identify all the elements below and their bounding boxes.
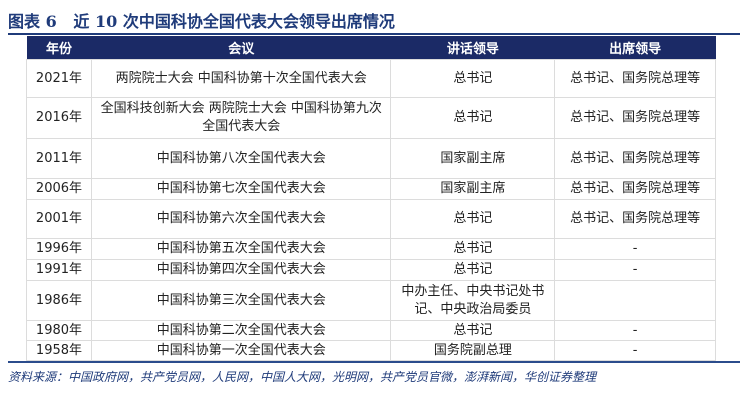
year-cell: 1996年 — [26, 238, 92, 260]
speaker-cell: 国务院副总理 — [390, 340, 556, 361]
header-year: 年份 — [26, 36, 92, 60]
meeting-cell: 中国科协第七次全国代表大会 — [90, 178, 392, 200]
figure-title: 图表 6 近 10 次中国科协全国代表大会领导出席情况 — [8, 12, 395, 31]
meeting-cell: 中国科协第五次全国代表大会 — [90, 238, 392, 260]
meeting-cell: 中国科协第四次全国代表大会 — [90, 259, 392, 281]
meeting-cell: 中国科协第八次全国代表大会 — [90, 138, 392, 179]
table-row: 2016年 全国科技创新大会 两院院士大会 中国科协第九次全国代表大会 总书记 总书记… — [26, 97, 716, 139]
meeting-cell: 中国科协第一次全国代表大会 — [90, 340, 392, 361]
year-cell: 1986年 — [26, 280, 92, 321]
attendees-cell: - — [554, 320, 716, 341]
speaker-cell: 总书记 — [390, 59, 556, 98]
attendees-cell: 总书记、国务院总理等 — [554, 97, 716, 139]
meeting-cell: 中国科协第二次全国代表大会 — [90, 320, 392, 341]
attendees-cell: - — [554, 340, 716, 361]
attendees-cell: 总书记、国务院总理等 — [554, 59, 716, 98]
year-cell: 2016年 — [26, 97, 92, 139]
bottom-divider — [8, 361, 740, 363]
meeting-cell: 中国科协第三次全国代表大会 — [90, 280, 392, 321]
source-note: 资料来源：中国政府网，共产党员网，人民网，中国人大网，光明网，共产党员官微，澎湃… — [8, 370, 597, 384]
speaker-cell: 总书记 — [390, 238, 556, 260]
year-cell: 2001年 — [26, 199, 92, 239]
table-row: 2006年 中国科协第七次全国代表大会 国家副主席 总书记、国务院总理等 — [26, 178, 716, 200]
attendees-cell: 总书记、国务院总理等 — [554, 199, 716, 239]
speaker-cell: 国家副主席 — [390, 178, 556, 200]
year-cell: 2021年 — [26, 59, 92, 98]
attendees-cell — [554, 280, 716, 321]
table-header: 年份 会议 讲话领导 出席领导 — [26, 36, 716, 60]
header-speaker: 讲话领导 — [390, 36, 555, 60]
speaker-cell: 总书记 — [390, 97, 556, 139]
attendees-cell: - — [554, 238, 716, 260]
year-cell: 2011年 — [26, 138, 92, 179]
year-cell: 1980年 — [26, 320, 92, 341]
year-cell: 1991年 — [26, 259, 92, 281]
table-row: 1986年 中国科协第三次全国代表大会 中办主任、中央书记处书记、中央政治局委员 — [26, 280, 716, 321]
meeting-cell: 全国科技创新大会 两院院士大会 中国科协第九次全国代表大会 — [90, 97, 392, 139]
table-row: 1958年 中国科协第一次全国代表大会 国务院副总理 - — [26, 340, 716, 361]
table-row: 2001年 中国科协第六次全国代表大会 总书记 总书记、国务院总理等 — [26, 199, 716, 239]
speaker-cell: 总书记 — [390, 320, 556, 341]
table-row: 1991年 中国科协第四次全国代表大会 总书记 - — [26, 259, 716, 281]
attendees-cell: - — [554, 259, 716, 281]
speaker-cell: 总书记 — [390, 259, 556, 281]
year-cell: 2006年 — [26, 178, 92, 200]
table-row: 1996年 中国科协第五次全国代表大会 总书记 - — [26, 238, 716, 260]
header-meeting: 会议 — [91, 36, 391, 60]
table-row: 2021年 两院院士大会 中国科协第十次全国代表大会 总书记 总书记、国务院总理等 — [26, 59, 716, 98]
leaders-table: 年份 会议 讲话领导 出席领导 2021年 两院院士大会 中国科协第十次全国代表大… — [26, 36, 716, 361]
attendees-cell: 总书记、国务院总理等 — [554, 138, 716, 179]
table-row: 2011年 中国科协第八次全国代表大会 国家副主席 总书记、国务院总理等 — [26, 138, 716, 179]
header-attendees: 出席领导 — [554, 36, 716, 60]
meeting-cell: 两院院士大会 中国科协第十次全国代表大会 — [90, 59, 392, 98]
meeting-cell: 中国科协第六次全国代表大会 — [90, 199, 392, 239]
speaker-cell: 总书记 — [390, 199, 556, 239]
speaker-cell: 国家副主席 — [390, 138, 556, 179]
title-divider — [8, 33, 740, 35]
speaker-cell: 中办主任、中央书记处书记、中央政治局委员 — [390, 280, 556, 321]
year-cell: 1958年 — [26, 340, 92, 361]
attendees-cell: 总书记、国务院总理等 — [554, 178, 716, 200]
table-row: 1980年 中国科协第二次全国代表大会 总书记 - — [26, 320, 716, 341]
